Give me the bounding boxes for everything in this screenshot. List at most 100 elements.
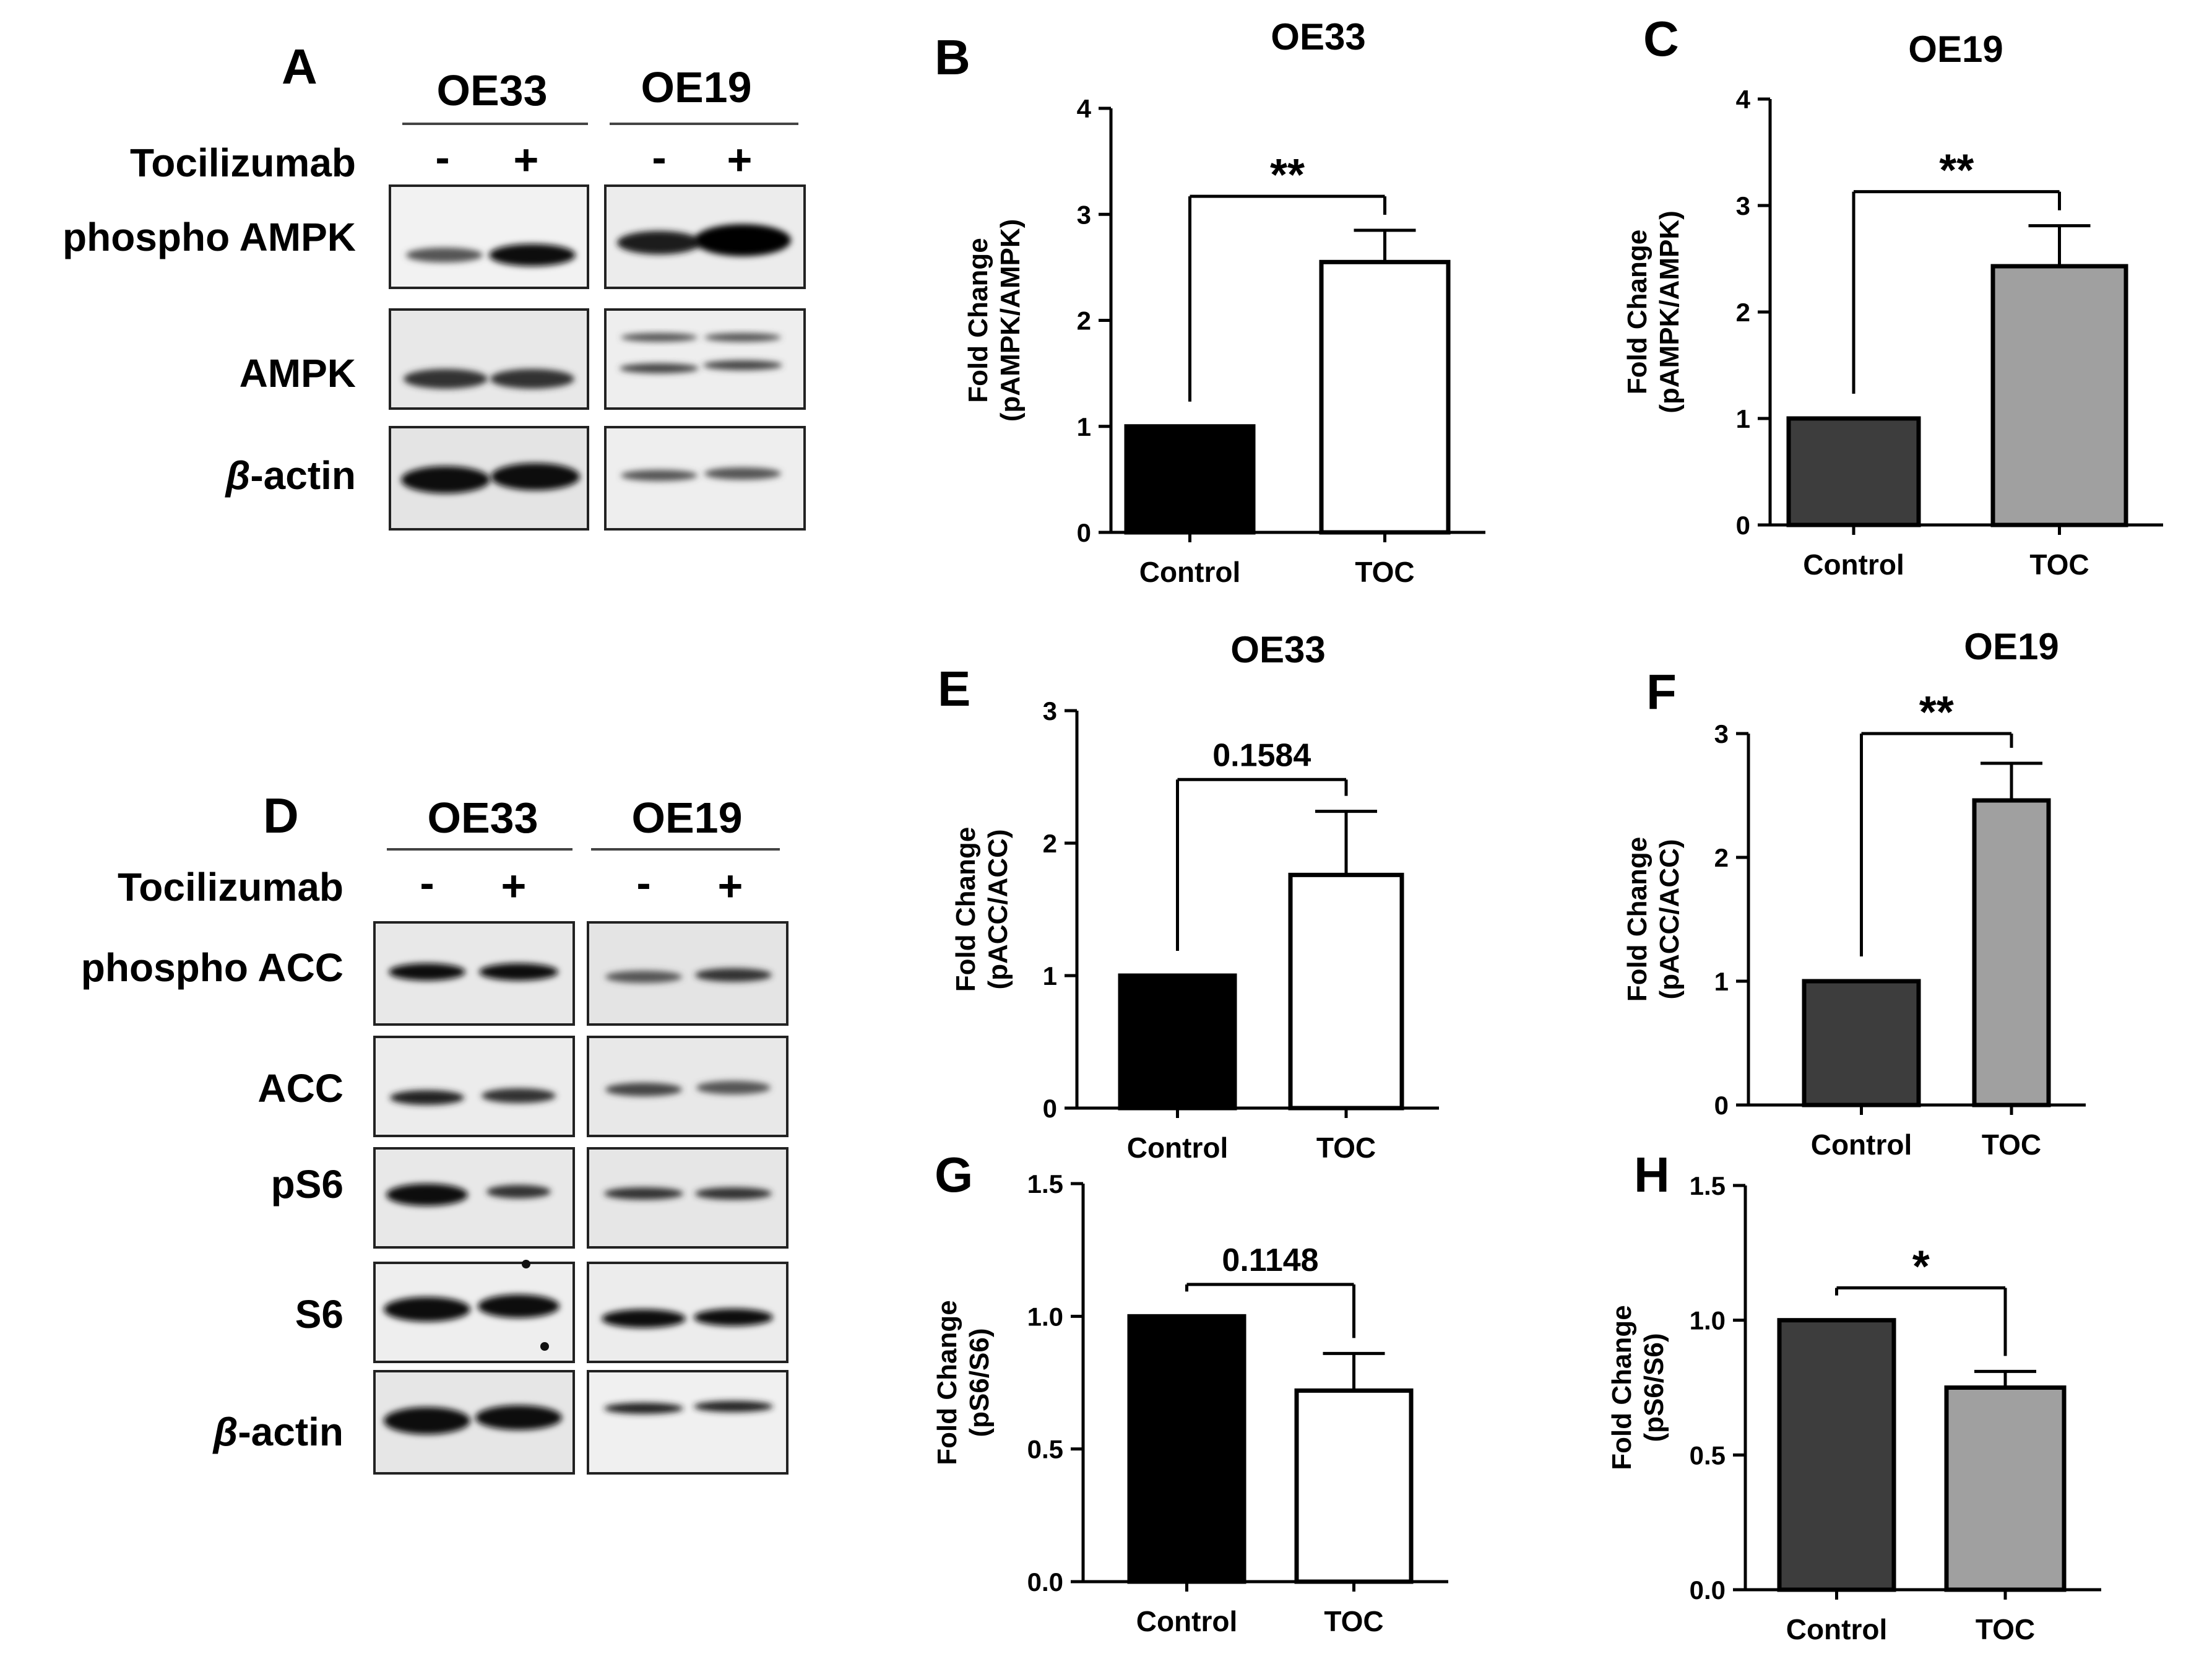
y-tick-label: 2 xyxy=(1736,298,1750,327)
blot-d-bands xyxy=(384,963,773,1434)
category-label: TOC xyxy=(1982,1129,2041,1161)
blot-d-sign-4: + xyxy=(718,862,743,910)
panel-letter-g: G xyxy=(935,1147,973,1202)
band xyxy=(478,1294,559,1318)
significance-label: 0.1148 xyxy=(1222,1242,1318,1278)
y-axis-label: Fold Change xyxy=(963,238,993,402)
blot-d-row-s6: S6 xyxy=(295,1292,343,1337)
category-label: Control xyxy=(1786,1613,1888,1645)
blot-a-treatment-label: Tocilizumab xyxy=(130,141,356,185)
panel-letter-c: C xyxy=(1643,11,1679,66)
band xyxy=(704,467,781,480)
blot-d-sign-3: - xyxy=(636,859,650,907)
y-tick-label: 2 xyxy=(1043,829,1057,858)
significance-label: * xyxy=(1912,1242,1930,1291)
y-axis-label: (pS6/S6) xyxy=(964,1328,995,1437)
chart-c: C OE19 Control TOC 0 1 2 3 4 Fold Change (pAMPK/AM… xyxy=(1622,11,2163,581)
panel-letter-b: B xyxy=(935,30,970,85)
band xyxy=(694,1401,773,1412)
blot-speck xyxy=(540,1342,549,1351)
band xyxy=(475,1405,562,1430)
blot-d-sign-1: - xyxy=(420,859,434,907)
y-tick-label: 2 xyxy=(1077,306,1091,336)
y-axis-label: (pAMPK/AMPK) xyxy=(995,219,1026,422)
band xyxy=(605,1083,682,1096)
blot-a-bands xyxy=(401,224,791,493)
band xyxy=(695,1187,772,1200)
band xyxy=(695,968,772,982)
category-label: Control xyxy=(1803,548,1904,581)
band xyxy=(384,1407,470,1434)
blot-d-row-acc: ACC xyxy=(257,1066,343,1111)
band xyxy=(617,231,701,254)
blot-a-cell-line-oe19: OE19 xyxy=(641,63,752,111)
band xyxy=(602,1309,686,1328)
y-tick-label: 4 xyxy=(1736,85,1751,114)
y-axis-label: Fold Change xyxy=(1607,1305,1637,1470)
category-label: TOC xyxy=(1976,1613,2035,1645)
blot-a-cell-line-oe33: OE33 xyxy=(437,66,548,115)
y-tick-label: 0.5 xyxy=(1690,1441,1726,1470)
bar-control xyxy=(1118,973,1237,1111)
blot-a-box-oe19-ampk xyxy=(604,308,806,410)
y-tick-label: 1.5 xyxy=(1027,1169,1063,1198)
band xyxy=(621,333,698,342)
blot-a-sign-3: - xyxy=(652,133,666,181)
bar-control xyxy=(1124,424,1256,535)
y-tick-label: 3 xyxy=(1714,719,1729,748)
band xyxy=(620,363,699,373)
blot-speck xyxy=(522,1260,530,1268)
blot-d-sign-2: + xyxy=(501,862,527,910)
y-axis-label: Fold Change xyxy=(1622,837,1653,1002)
panel-letter-h: H xyxy=(1634,1147,1670,1202)
band xyxy=(486,1185,551,1198)
band xyxy=(703,360,782,370)
blot-d-cell-line-oe19: OE19 xyxy=(632,794,743,842)
y-axis-label: (pACC/ACC) xyxy=(983,829,1013,989)
blot-panel-a: A OE33 OE19 Tocilizumab - + - + phospho … xyxy=(63,39,806,531)
chart-title: OE19 xyxy=(1964,626,2059,667)
significance-label: ** xyxy=(1270,150,1305,200)
band xyxy=(694,224,791,256)
bar-control xyxy=(1127,1314,1246,1584)
blot-a-box-oe33-ampk xyxy=(389,308,589,410)
y-axis-label: Fold Change xyxy=(1622,230,1653,394)
y-axis-label: (pS6/S6) xyxy=(1639,1333,1669,1442)
y-tick-label: 3 xyxy=(1077,200,1091,229)
y-tick-label: 1 xyxy=(1043,961,1057,990)
category-label: Control xyxy=(1127,1132,1229,1164)
y-axis-label: Fold Change xyxy=(951,827,981,992)
y-tick-label: 0.0 xyxy=(1027,1567,1063,1597)
y-tick-label: 3 xyxy=(1043,696,1057,726)
y-tick-label: 2 xyxy=(1714,843,1729,872)
category-label: TOC xyxy=(1316,1132,1376,1164)
band xyxy=(404,369,488,389)
band xyxy=(390,1090,464,1105)
band xyxy=(704,333,781,342)
y-tick-label: 4 xyxy=(1077,94,1092,123)
bar-toc xyxy=(1288,872,1404,1111)
blot-a-box-oe33-pampk xyxy=(389,184,589,289)
beta-symbol: β xyxy=(225,453,251,498)
band xyxy=(389,963,465,981)
blot-panel-d: D OE33 OE19 Tocilizumab - + - + phospho … xyxy=(81,788,788,1475)
chart-b: B OE33 Control TOC 0 1 2 3 4 Fold Change (pAMPK/AM… xyxy=(935,16,1485,588)
significance-label: 0.1584 xyxy=(1212,737,1311,773)
band xyxy=(604,1187,683,1200)
blot-a-row-beta-actin: β-actin xyxy=(225,453,356,498)
blot-d-box-oe33-acc xyxy=(373,1036,575,1137)
category-label: TOC xyxy=(1324,1605,1383,1637)
band xyxy=(479,963,558,981)
band xyxy=(621,470,698,481)
beta-symbol: β xyxy=(212,1410,238,1454)
panel-letter-a: A xyxy=(282,39,318,94)
y-tick-label: 1 xyxy=(1077,412,1091,441)
band xyxy=(604,1403,683,1414)
y-axis-label: Fold Change xyxy=(932,1300,962,1465)
bar-control xyxy=(1802,979,1921,1107)
band xyxy=(490,369,574,389)
y-axis-label: (pAMPK/AMPK) xyxy=(1654,210,1685,414)
bar-toc xyxy=(1294,1388,1414,1584)
blot-d-row-ps6: pS6 xyxy=(271,1162,343,1207)
